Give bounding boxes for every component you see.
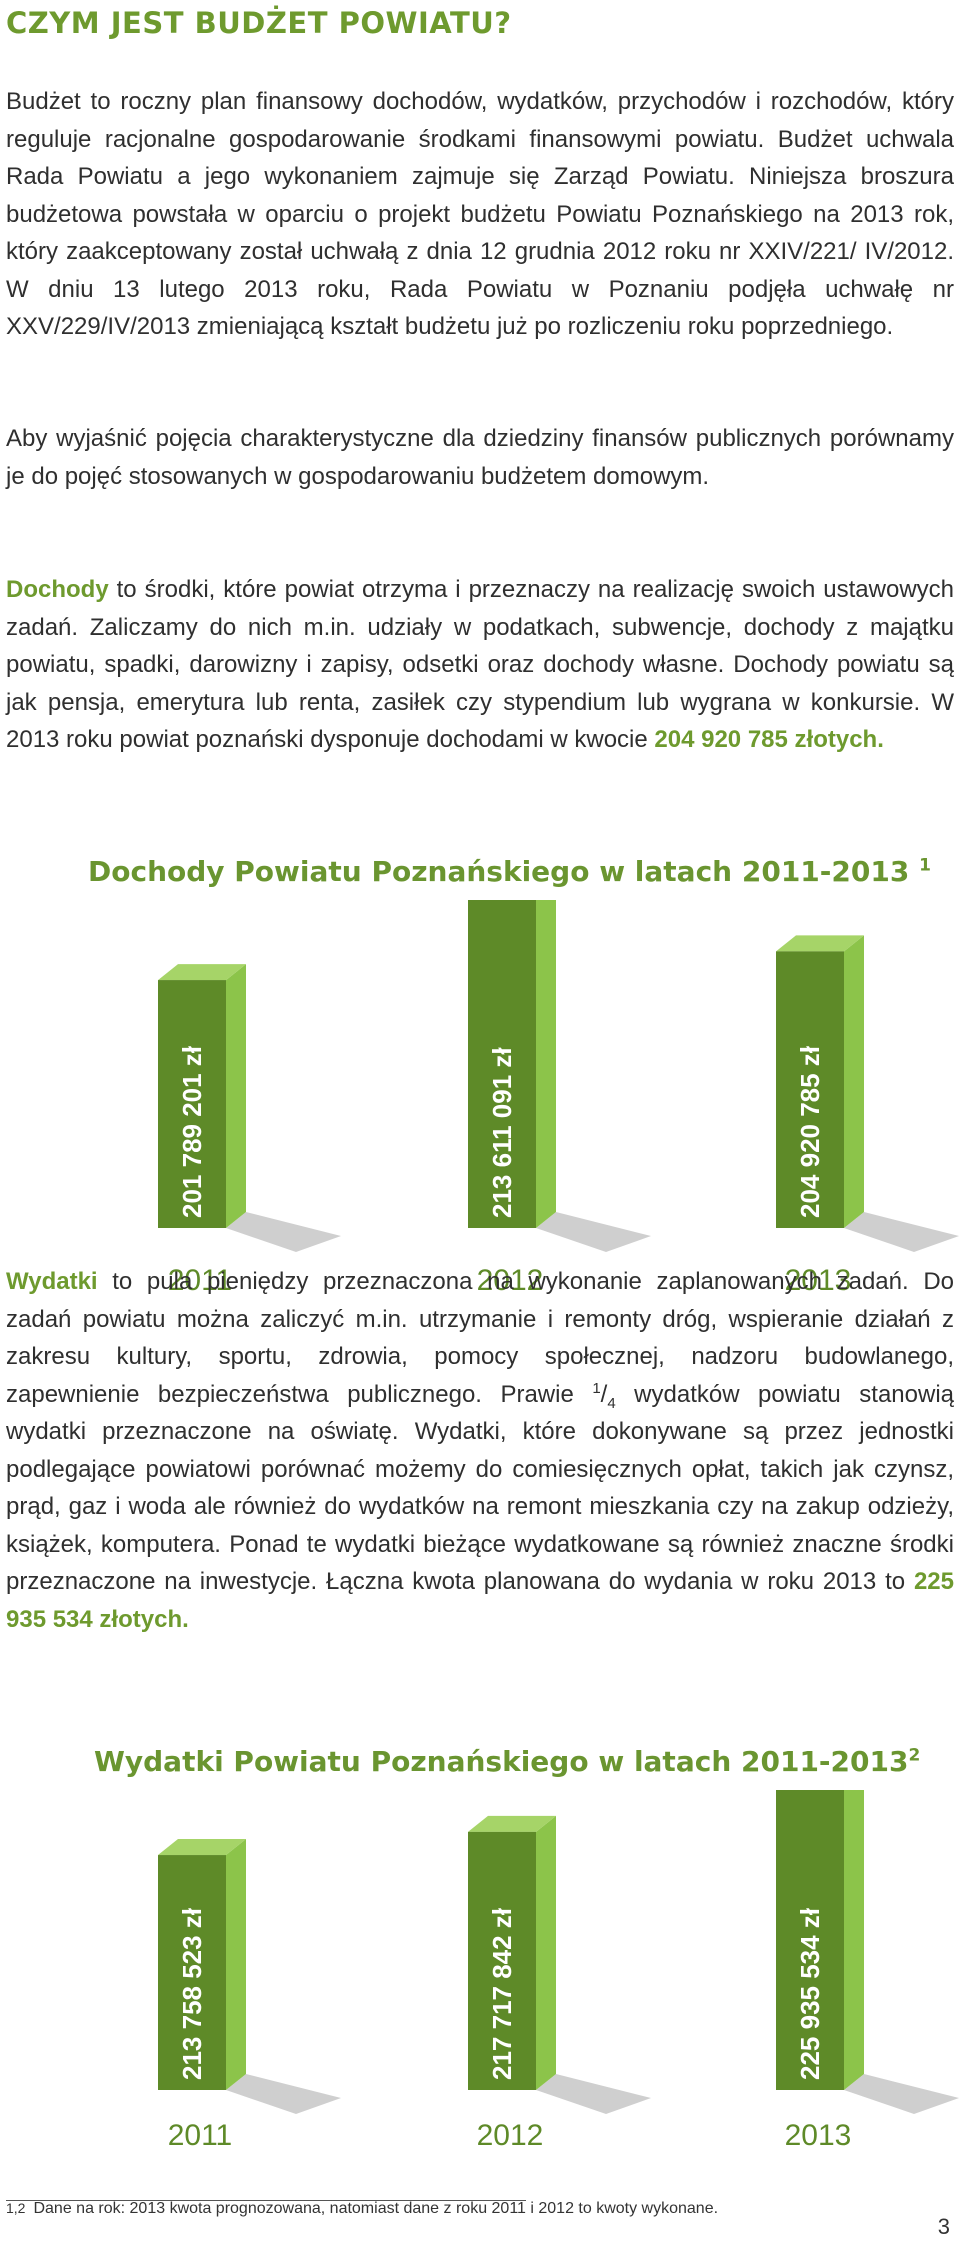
bar-side — [226, 964, 246, 1228]
bar-front — [158, 1855, 226, 2090]
bar-2013: 204 920 785 zł 2013 — [776, 935, 959, 1297]
bar-side — [844, 935, 864, 1228]
wydatki-amount: 225 935 534 złotych. — [6, 1568, 954, 1633]
bar-side — [844, 1790, 864, 2090]
bar-shadow — [844, 2074, 959, 2114]
dochody-text: to środki, które powiat otrzyma i przezn… — [6, 576, 954, 753]
bar-value-label: 213 758 523 zł — [177, 1907, 207, 2080]
bar-top — [158, 964, 246, 981]
bar-value-label: 213 611 091 zł — [487, 1047, 517, 1218]
category-label: 2011 — [168, 2119, 233, 2152]
wydatki-chart-title: Wydatki Powiatu Poznańskiego w latach 20… — [94, 1745, 921, 1778]
wydatki-bar-chart: 213 758 523 zł 2011 217 717 842 zł 2012 225 … — [158, 1790, 959, 2152]
dochody-term: Dochody — [6, 576, 109, 603]
page-number: 3 — [937, 2214, 950, 2239]
bar-shadow — [536, 2074, 651, 2114]
bar-side — [536, 900, 556, 1228]
bar-2012: 213 611 091 zł 2012 — [468, 900, 651, 1297]
bar-value-label: 225 935 534 zł — [795, 1907, 825, 2080]
dochody-footnote-mark: 1 — [919, 855, 931, 876]
bar-front — [468, 1831, 536, 2090]
wydatki-paragraph: Wydatki to pula pieniędzy przeznaczona n… — [6, 1263, 954, 1638]
bar-shadow — [536, 1212, 651, 1252]
quarter-fraction: 1/4 — [592, 1379, 616, 1412]
footnote-text: Dane na rok: 2013 kwota prognozowana, na… — [33, 2200, 719, 2217]
bar-value-label: 217 717 842 zł — [487, 1907, 517, 2080]
wydatki-text-b: wydatków powiatu stanowią wydatki przezn… — [6, 1380, 955, 1596]
dochody-paragraph: Dochody to środki, które powiat otrzyma … — [6, 571, 954, 759]
bar-shadow — [844, 1212, 959, 1252]
wydatki-text-a: to pula pieniędzy przeznaczona na wykona… — [6, 1268, 954, 1408]
footnote: 1,2 Dane na rok: 2013 kwota prognozowana,… — [6, 2200, 718, 2218]
bar-2013: 225 935 534 zł 2013 — [776, 1790, 959, 2152]
category-label: 2012 — [477, 1264, 544, 1297]
bar-top — [158, 1839, 246, 1856]
bar-side — [226, 1839, 246, 2090]
category-label: 2013 — [785, 2119, 852, 2152]
bar-front — [776, 1790, 844, 2090]
footnote-mark: 1,2 — [6, 2200, 26, 2216]
bar-value-label: 201 789 201 zł — [177, 1045, 207, 1218]
wydatki-term: Wydatki — [6, 1268, 98, 1295]
footnote-rule — [6, 2200, 526, 2201]
bar-2011: 201 789 201 zł 2011 — [158, 964, 341, 1297]
wydatki-footnote-mark: 2 — [908, 1745, 921, 1766]
category-label: 2012 — [477, 2119, 544, 2152]
bar-side — [536, 1815, 556, 2090]
bar-shadow — [226, 1212, 341, 1252]
bar-2011: 213 758 523 zł 2011 — [158, 1839, 341, 2152]
dochody-amount: 204 920 785 złotych. — [654, 726, 884, 753]
page-heading: CZYM JEST BUDŻET POWIATU? — [6, 6, 512, 40]
bar-value-label: 204 920 785 zł — [795, 1045, 825, 1218]
bar-front — [158, 980, 226, 1228]
bar-front — [776, 951, 844, 1228]
bar-2012: 217 717 842 zł 2012 — [468, 1815, 651, 2152]
category-label: 2013 — [785, 1264, 852, 1297]
category-label: 2011 — [168, 1264, 233, 1297]
bar-top — [468, 1815, 556, 1832]
intro-paragraph: Budżet to roczny plan finansowy dochodów… — [6, 88, 954, 340]
bar-top — [776, 935, 864, 952]
dochody-chart-title: Dochody Powiatu Poznańskiego w latach 20… — [88, 855, 931, 888]
dochody-bar-chart: 201 789 201 zł 2011 213 611 091 zł 2012 204 … — [158, 900, 959, 1297]
bar-front — [468, 900, 536, 1228]
bar-shadow — [226, 2074, 341, 2114]
intro-paragraph-2: Aby wyjaśnić pojęcia charakterystyczne d… — [6, 425, 954, 490]
